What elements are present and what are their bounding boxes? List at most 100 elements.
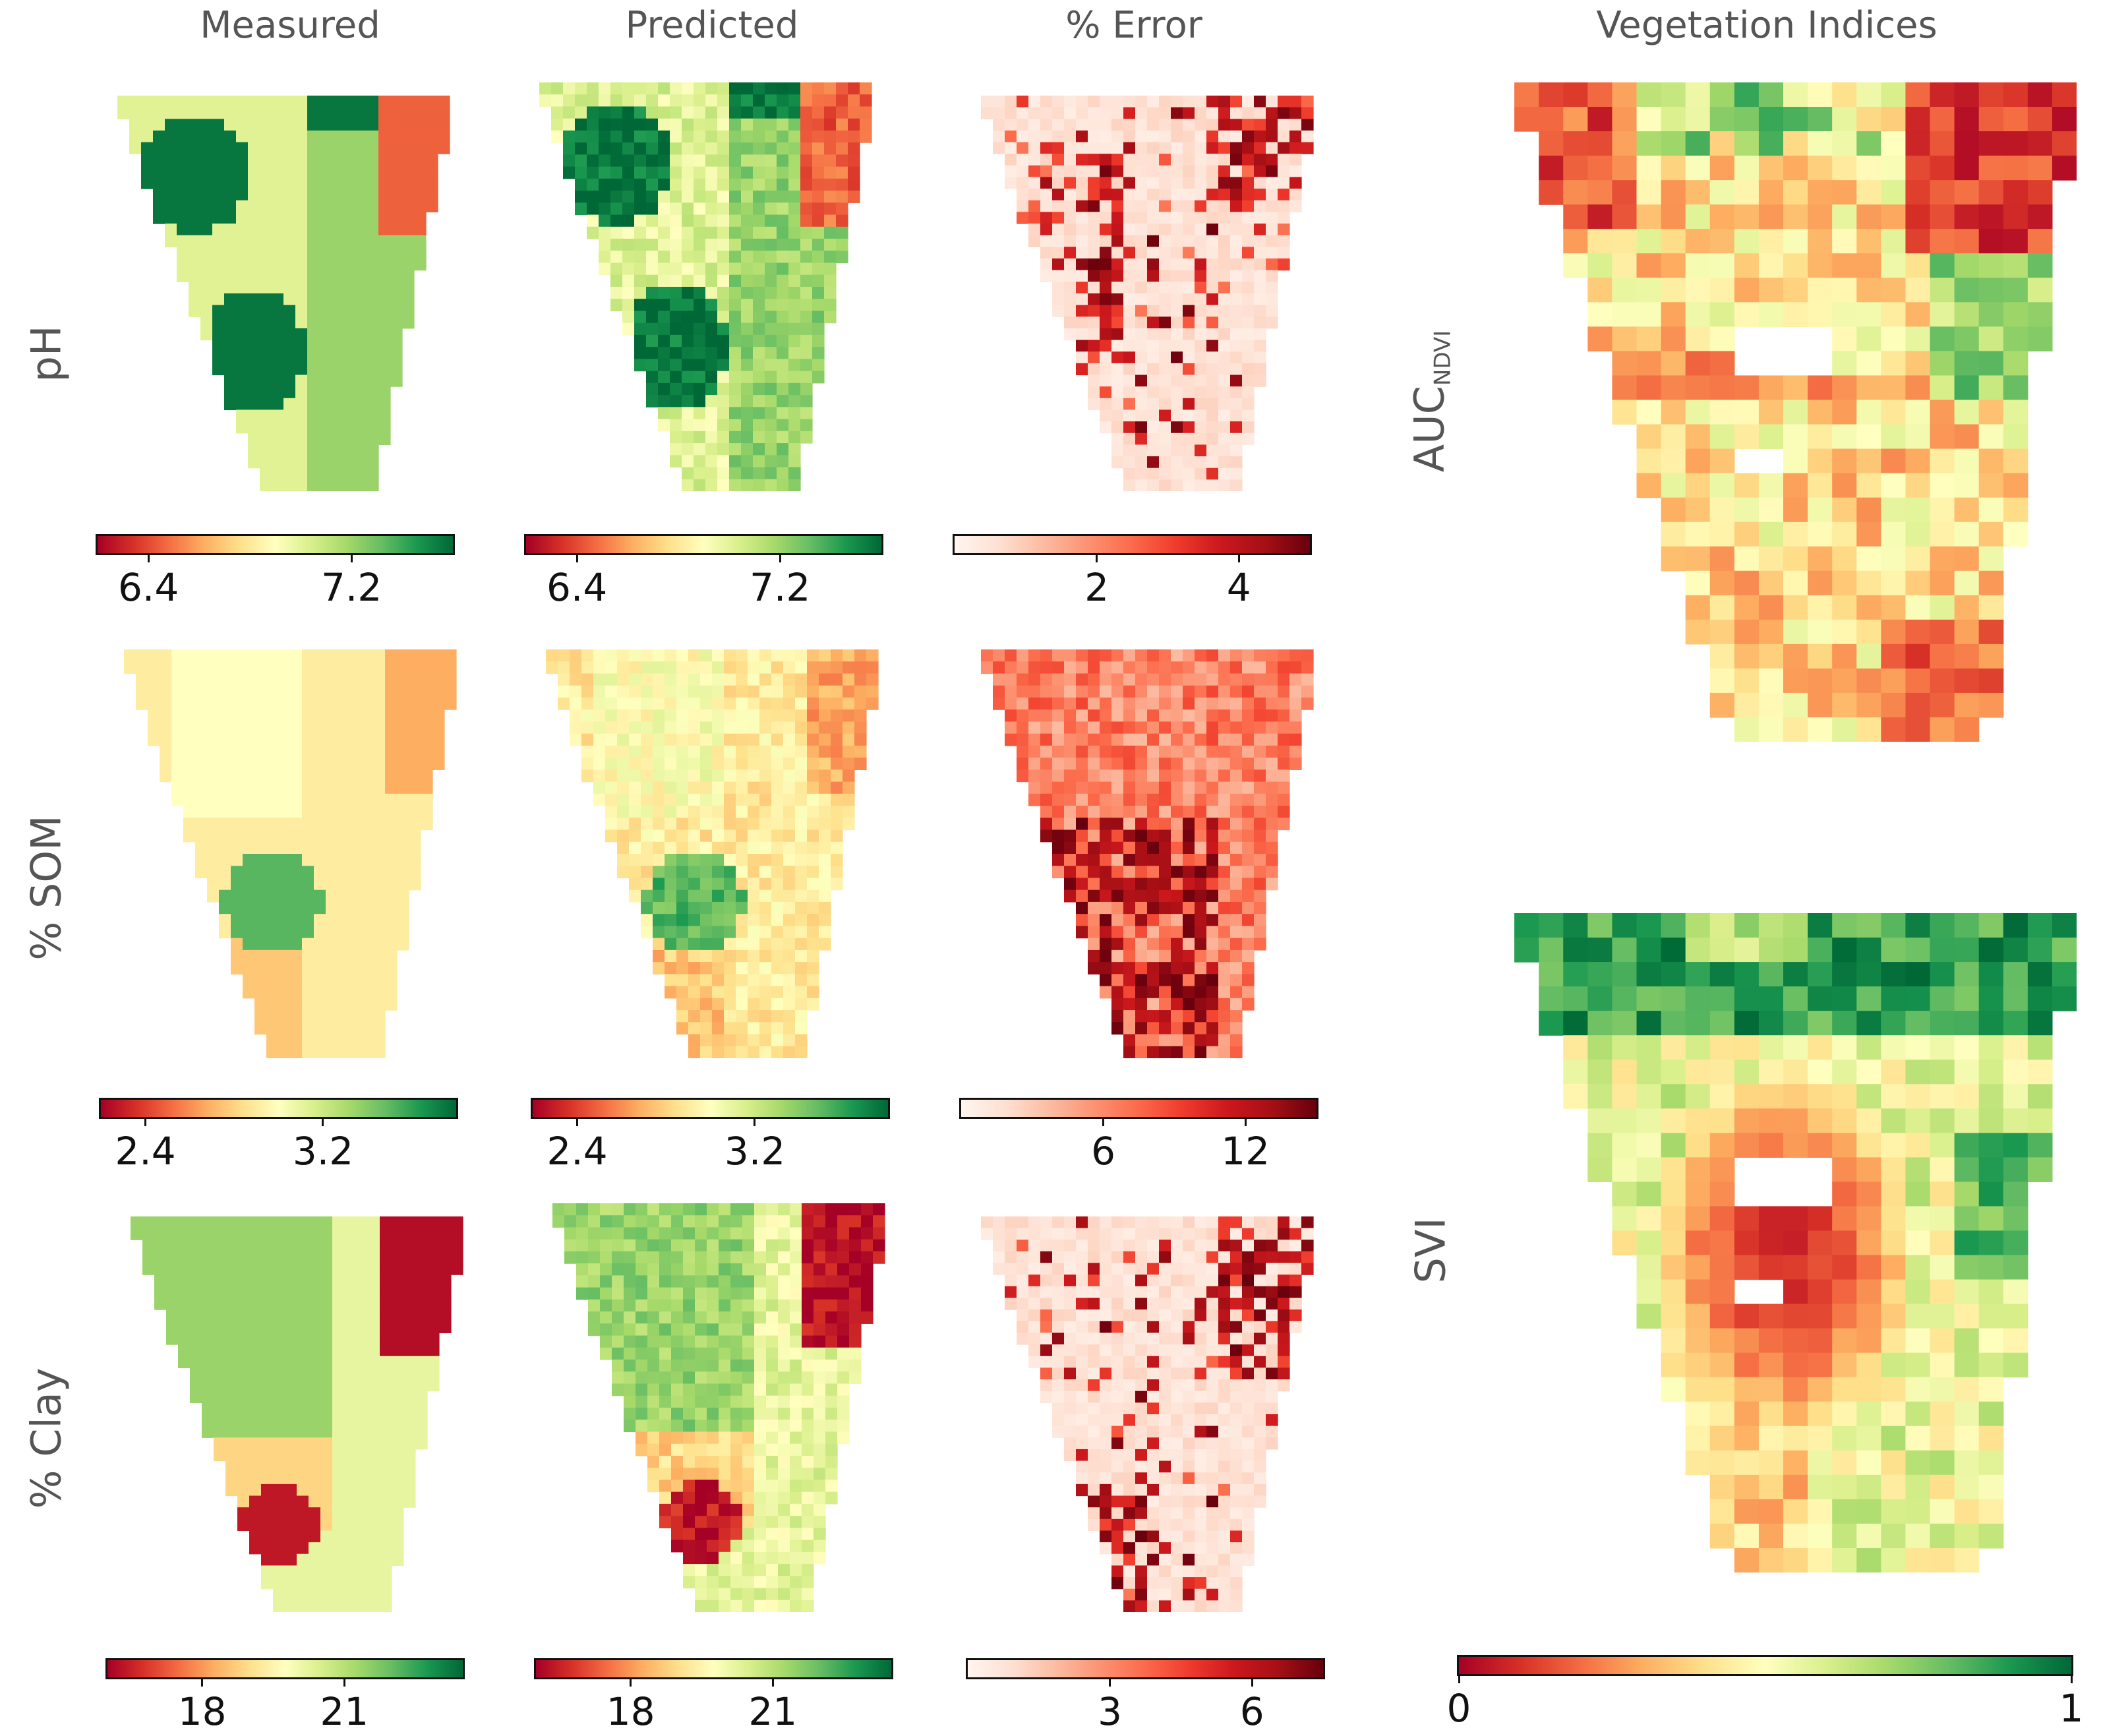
heatmap-cell xyxy=(1171,974,1183,987)
heatmap-cell xyxy=(753,82,765,95)
heatmap-cell xyxy=(278,926,291,939)
heatmap-cell xyxy=(1076,901,1088,914)
heatmap-cell xyxy=(309,1577,321,1590)
heatmap-cell xyxy=(332,1542,345,1555)
heatmap-cell xyxy=(297,1298,309,1310)
heatmap-cell xyxy=(1123,709,1136,723)
heatmap-cell xyxy=(1159,1034,1171,1047)
heatmap-cell xyxy=(1123,758,1136,770)
heatmap-cell xyxy=(1147,661,1160,674)
heatmap-cell xyxy=(646,166,659,179)
heatmap-cell xyxy=(647,1335,660,1348)
heatmap-cell xyxy=(243,938,255,951)
heatmap-cell xyxy=(378,409,391,422)
heatmap-cell xyxy=(1254,363,1266,376)
heatmap-cell xyxy=(1195,829,1207,843)
heatmap-cell xyxy=(682,382,694,396)
heatmap-cell xyxy=(848,106,860,119)
heatmap-cell xyxy=(593,649,606,662)
heatmap-cell xyxy=(331,456,343,469)
heatmap-cell xyxy=(131,1216,143,1229)
heatmap-cell xyxy=(1159,709,1171,723)
heatmap-cell xyxy=(695,1215,707,1228)
heatmap-cell xyxy=(612,1299,624,1312)
heatmap-cell xyxy=(1005,154,1017,166)
heatmap-cell xyxy=(1266,305,1278,317)
heatmap-cell xyxy=(295,212,308,224)
heatmap-cell xyxy=(831,829,843,843)
heatmap-cell xyxy=(653,793,665,806)
heatmap-cell xyxy=(283,235,296,248)
heatmap-cell xyxy=(1218,456,1231,469)
heatmap-cell xyxy=(705,334,718,347)
heatmap-cell xyxy=(355,386,367,399)
heatmap-cell xyxy=(659,1263,672,1276)
heatmap-cell xyxy=(451,1216,463,1229)
heatmap-cell xyxy=(160,697,172,710)
heatmap-cell xyxy=(1028,224,1041,236)
heatmap-cell xyxy=(729,202,742,216)
heatmap-cell xyxy=(812,287,825,299)
heatmap-cell xyxy=(1052,781,1065,794)
heatmap-cell xyxy=(368,1321,380,1334)
heatmap-cell xyxy=(380,1425,392,1438)
heatmap-cell xyxy=(1111,769,1124,783)
heatmap-cell xyxy=(831,721,843,734)
heatmap-cell xyxy=(1135,1034,1148,1047)
heatmap-cell xyxy=(599,82,611,95)
heatmap-cell xyxy=(224,340,237,352)
heatmap-cell xyxy=(670,382,682,396)
heatmap-cell xyxy=(807,841,819,854)
heatmap-cell xyxy=(777,287,789,299)
heatmap-cell xyxy=(765,322,777,336)
heatmap-cell xyxy=(1005,119,1017,131)
heatmap-cell xyxy=(641,901,653,914)
heatmap-cell xyxy=(1100,142,1112,154)
heatmap-cell xyxy=(343,456,355,469)
heatmap-cell xyxy=(707,1395,719,1408)
heatmap-cell xyxy=(403,1460,416,1473)
heatmap-cell xyxy=(1088,673,1100,686)
heatmap-cell xyxy=(177,189,189,201)
heatmap-cell xyxy=(783,949,796,963)
heatmap-cell xyxy=(676,685,689,698)
heatmap-cell xyxy=(385,889,398,903)
heatmap-cell xyxy=(1289,745,1302,758)
heatmap-cell xyxy=(236,398,249,411)
heatmap-cell xyxy=(344,1402,357,1415)
heatmap-cell xyxy=(302,914,314,927)
heatmap-cell xyxy=(427,1367,440,1380)
heatmap-cell xyxy=(831,769,843,783)
heatmap-cell xyxy=(1242,889,1255,903)
heatmap-cell xyxy=(385,673,398,686)
heatmap-cell xyxy=(319,270,332,282)
heatmap-cell xyxy=(634,178,647,191)
heatmap-cell xyxy=(777,82,789,95)
heatmap-cell xyxy=(665,829,677,843)
heatmap-cell xyxy=(297,1414,309,1427)
row-label-clay: % Clay xyxy=(22,1367,71,1509)
heatmap-cell xyxy=(1100,154,1112,166)
heatmap-cell xyxy=(719,1299,731,1312)
heatmap-cell xyxy=(1147,758,1160,770)
heatmap-cell xyxy=(765,251,777,264)
heatmap-cell xyxy=(659,1275,672,1288)
heatmap-cell xyxy=(1254,270,1266,282)
heatmap-cell xyxy=(254,733,267,746)
heatmap-cell xyxy=(563,166,576,179)
heatmap-cell xyxy=(653,661,665,674)
heatmap-cell xyxy=(444,649,457,662)
heatmap-cell xyxy=(261,1309,274,1322)
heatmap-cell xyxy=(1123,235,1136,248)
heatmap-cell xyxy=(712,697,725,710)
heatmap-cell xyxy=(273,1530,285,1543)
heatmap-cell xyxy=(742,1395,755,1408)
heatmap-cell xyxy=(705,178,718,191)
heatmap-cell xyxy=(778,1311,790,1324)
heatmap-cell xyxy=(753,359,765,372)
heatmap-cell xyxy=(1230,926,1243,939)
heatmap-cell xyxy=(729,118,742,131)
heatmap-cell xyxy=(368,1495,380,1508)
heatmap-cell xyxy=(741,419,754,432)
heatmap-cell xyxy=(1301,119,1314,131)
